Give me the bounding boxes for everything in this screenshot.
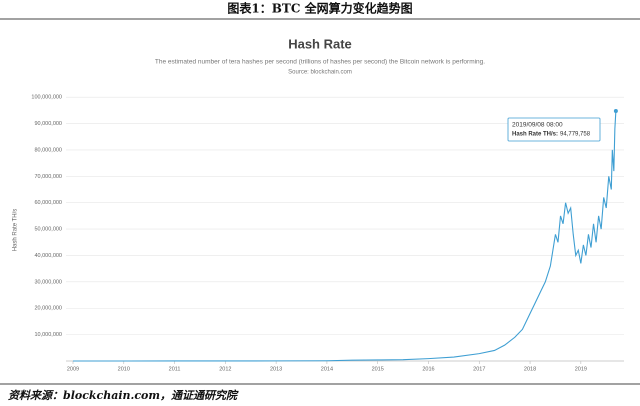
caption: 图表1：BTC 全网算力变化趋势图 bbox=[227, 1, 412, 16]
chart-source: Source: blockchain.com bbox=[288, 70, 352, 76]
tooltip-label: Hash Rate TH/s: bbox=[512, 132, 558, 138]
x-tick-label: 2018 bbox=[524, 366, 536, 372]
x-tick-label: 2010 bbox=[118, 366, 130, 372]
y-tick-label: 70,000,000 bbox=[34, 174, 62, 180]
y-tick-label: 60,000,000 bbox=[34, 200, 62, 206]
x-tick-label: 2013 bbox=[270, 366, 282, 372]
chart-subtitle: The estimated number of tera hashes per … bbox=[155, 59, 485, 66]
x-tick-label: 2016 bbox=[422, 366, 434, 372]
source-note: 资料来源：blockchain.com，通证通研究院 bbox=[8, 389, 239, 402]
y-tick-label: 20,000,000 bbox=[34, 306, 62, 312]
tooltip-date: 2019/09/08 08:00 bbox=[512, 122, 563, 129]
y-tick-label: 10,000,000 bbox=[34, 332, 62, 338]
x-tick-label: 2017 bbox=[473, 366, 485, 372]
tooltip-box bbox=[507, 117, 601, 142]
x-tick-label: 2015 bbox=[372, 366, 384, 372]
y-tick-label: 50,000,000 bbox=[34, 227, 62, 233]
y-tick-label: 80,000,000 bbox=[34, 147, 62, 153]
y-tick-label: 90,000,000 bbox=[34, 121, 62, 127]
x-tick-label: 2019 bbox=[575, 366, 587, 372]
tooltip-value: 94,779,758 bbox=[560, 132, 591, 138]
x-tick-label: 2014 bbox=[321, 366, 333, 372]
y-axis-label: Hash Rate TH/s bbox=[13, 209, 19, 252]
x-tick-label: 2012 bbox=[219, 366, 231, 372]
x-tick-label: 2011 bbox=[169, 366, 181, 372]
line bbox=[73, 110, 617, 362]
y-tick-label: 40,000,000 bbox=[34, 253, 62, 259]
x-tick-label: 2009 bbox=[67, 366, 79, 372]
y-tick-label: 30,000,000 bbox=[34, 279, 62, 285]
y-tick-label: 100,000,000 bbox=[31, 95, 62, 101]
tooltip-point bbox=[613, 108, 618, 113]
chart-title: Hash Rate bbox=[288, 36, 352, 51]
